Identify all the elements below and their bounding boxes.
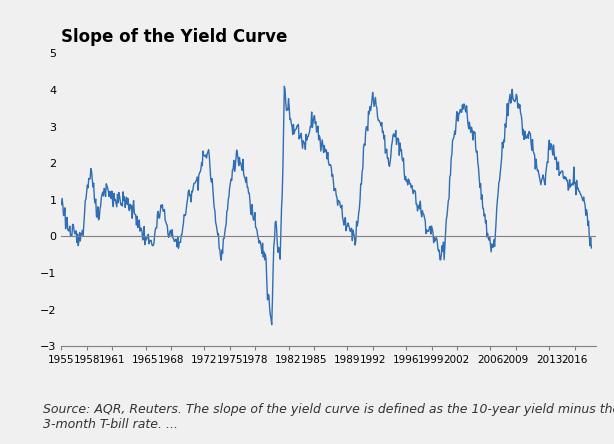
Text: Source: AQR, Reuters. The slope of the yield curve is defined as the 10-year yie: Source: AQR, Reuters. The slope of the y… xyxy=(43,403,614,431)
Text: Slope of the Yield Curve: Slope of the Yield Curve xyxy=(61,28,288,46)
